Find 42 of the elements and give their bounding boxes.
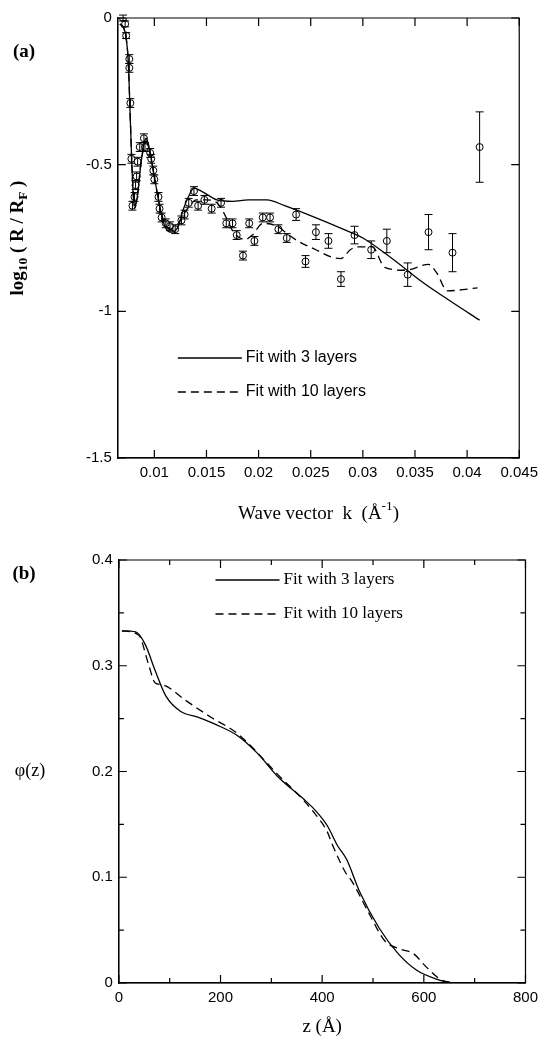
- y-tick-label: 0: [103, 8, 112, 26]
- x-tick-label: 0.015: [187, 463, 226, 481]
- y-axis-title: φ(z): [14, 760, 46, 782]
- point: [424, 228, 433, 237]
- point: [324, 236, 333, 245]
- point: [124, 62, 134, 73]
- text: (b): [12, 561, 36, 584]
- point: [403, 270, 412, 279]
- text: (a): [12, 39, 36, 62]
- y-tick-label: 0.1: [91, 867, 113, 885]
- x-tick-label: 0.04: [452, 463, 482, 481]
- y-tick-label: -0.5: [85, 154, 112, 172]
- y-tick-label: 0: [104, 973, 113, 991]
- x-tick-label: 0.035: [396, 463, 434, 481]
- x-tick-label: 0.03: [348, 463, 378, 481]
- legend-label: Fit with 3 layers: [283, 569, 395, 589]
- point: [475, 143, 484, 152]
- x-tick-label: 800: [512, 988, 538, 1006]
- point: [311, 228, 320, 237]
- y-tick-label: 0.4: [91, 550, 113, 568]
- point: [149, 174, 159, 185]
- point: [367, 245, 376, 254]
- point: [382, 236, 391, 245]
- y-tick-label: -1: [98, 301, 112, 319]
- y-tick-label: 0.2: [91, 761, 113, 779]
- legend-label: Fit with 3 layers: [245, 348, 357, 366]
- x-tick-label: 0.045: [500, 463, 539, 481]
- legend-label: Fit with 10 layers: [245, 382, 366, 400]
- y-tick-label: -1.5: [85, 448, 112, 466]
- x-tick-label: 600: [411, 988, 437, 1006]
- x-tick-label: 0: [114, 988, 124, 1006]
- x-tick-label: 0.01: [139, 463, 169, 481]
- x-axis-title: z (Å): [302, 1014, 342, 1037]
- y-tick-label: 0.3: [91, 655, 113, 673]
- point: [350, 231, 359, 240]
- legend-label: Fit with 10 layers: [283, 603, 403, 623]
- x-tick-label: 0.02: [243, 463, 274, 481]
- x-tick-label: 400: [309, 988, 335, 1006]
- point: [448, 248, 457, 257]
- x-tick-label: 200: [208, 988, 234, 1006]
- point: [336, 275, 345, 284]
- x-tick-label: 0.025: [291, 463, 330, 481]
